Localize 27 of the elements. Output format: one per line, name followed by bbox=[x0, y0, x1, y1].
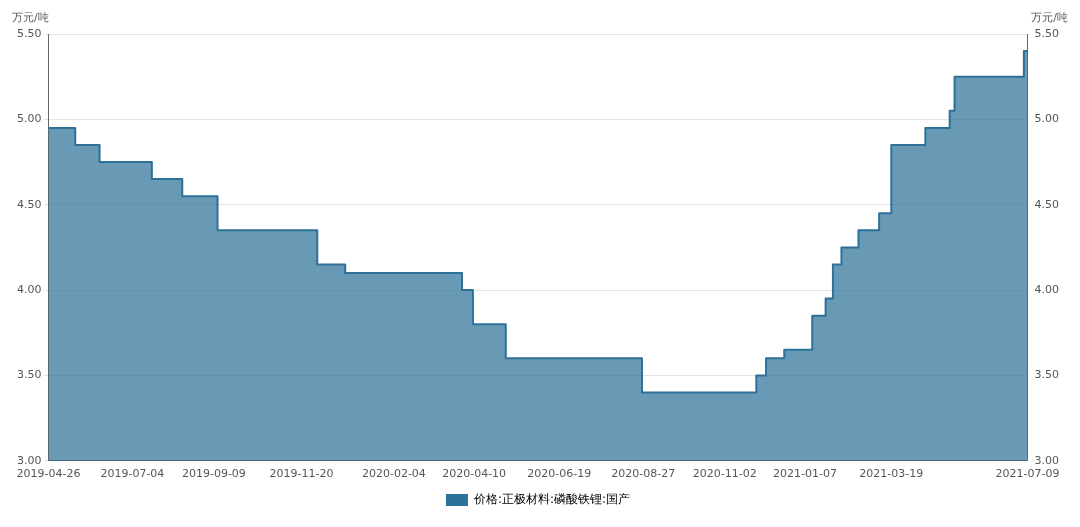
x-tick-label: 2021-03-19 bbox=[859, 467, 924, 481]
y2-tick-label: 3.00 bbox=[1034, 453, 1060, 467]
y-tick-label: 5.50 bbox=[16, 26, 42, 40]
x-tick-label: 2021-01-07 bbox=[772, 467, 837, 481]
x-tick-label: 2020-04-10 bbox=[442, 467, 507, 481]
y2-tick-label: 5.00 bbox=[1034, 112, 1060, 126]
y2-tick-label: 4.00 bbox=[1034, 282, 1060, 296]
x-tick-label: 2020-11-02 bbox=[692, 467, 757, 481]
x-tick-label: 2019-04-26 bbox=[16, 467, 81, 481]
y-tick-label: 3.50 bbox=[16, 368, 42, 382]
y-tick-label: 4.00 bbox=[16, 282, 42, 296]
x-tick-label: 2020-08-27 bbox=[611, 467, 676, 481]
y-tick-label: 3.00 bbox=[16, 453, 42, 467]
y2-tick-label: 5.50 bbox=[1034, 26, 1060, 40]
y-axis-title: 万元/吨 bbox=[12, 11, 49, 25]
x-tick-label: 2019-09-09 bbox=[181, 467, 246, 481]
x-tick-label: 2019-11-20 bbox=[269, 467, 334, 481]
x-tick-label: 2020-06-19 bbox=[527, 467, 592, 481]
y2-tick-label: 4.50 bbox=[1034, 197, 1060, 211]
x-tick-label: 2019-07-04 bbox=[100, 467, 165, 481]
y2-axis-title: 万元/吨 bbox=[1031, 11, 1068, 25]
x-tick-label: 2020-02-04 bbox=[361, 467, 426, 481]
legend-label: 价格:正极材料:磷酸铁锂:国产 bbox=[472, 492, 631, 507]
y-tick-label: 4.50 bbox=[16, 197, 42, 211]
x-tick-label: 2021-07-09 bbox=[995, 467, 1060, 481]
y-tick-label: 5.00 bbox=[16, 112, 42, 126]
y2-tick-label: 3.50 bbox=[1034, 368, 1060, 382]
